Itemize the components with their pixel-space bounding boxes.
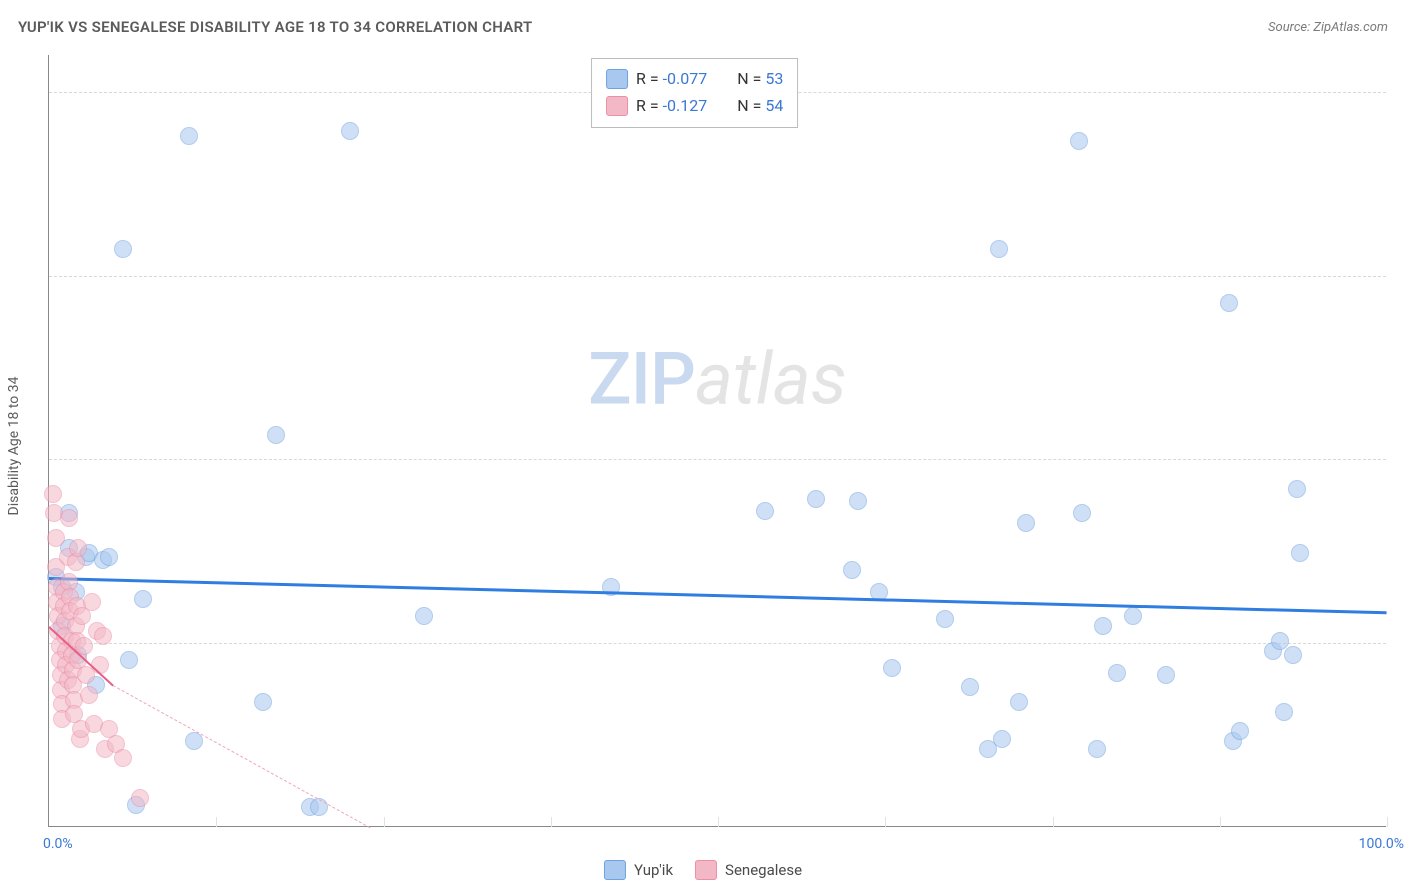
data-point <box>131 789 149 807</box>
x-min-label: 0.0% <box>43 836 73 852</box>
trend-line <box>113 685 370 828</box>
data-point <box>267 426 285 444</box>
data-point <box>1271 632 1289 650</box>
series-legend-item: Yup'ik <box>604 860 673 880</box>
data-point <box>114 749 132 767</box>
x-tick <box>1220 817 1221 827</box>
y-tick-label: 30.0% <box>1390 84 1406 100</box>
watermark-zip: ZIP <box>588 336 695 421</box>
data-point <box>254 693 272 711</box>
y-tick-label: 7.5% <box>1390 635 1406 651</box>
data-point <box>1220 294 1238 312</box>
legend-label: Senegalese <box>725 861 802 879</box>
data-point <box>1291 544 1309 562</box>
data-point <box>120 651 138 669</box>
x-max-label: 100.0% <box>1359 836 1404 852</box>
data-point <box>936 610 954 628</box>
data-point <box>1124 607 1142 625</box>
data-point <box>1231 722 1249 740</box>
correlation-legend: R = -0.077 N = 53 R = -0.127 N = 54 <box>591 58 798 128</box>
trend-line <box>49 577 1387 614</box>
data-point <box>83 593 101 611</box>
chart-title: YUP'IK VS SENEGALESE DISABILITY AGE 18 T… <box>18 18 532 36</box>
legend-r: R = -0.127 <box>636 92 707 119</box>
legend-swatch <box>606 96 628 116</box>
data-point <box>310 798 328 816</box>
gridline-h <box>49 459 1386 460</box>
gridline-h <box>49 643 1386 644</box>
x-tick <box>551 817 552 827</box>
data-point <box>80 686 98 704</box>
data-point <box>1108 664 1126 682</box>
data-point <box>961 678 979 696</box>
data-point <box>47 529 65 547</box>
series-legend: Yup'ik Senegalese <box>604 860 802 880</box>
data-point <box>180 127 198 145</box>
x-tick <box>885 817 886 827</box>
legend-n: N = 53 <box>737 65 783 92</box>
data-point <box>1288 480 1306 498</box>
chart-header: YUP'IK VS SENEGALESE DISABILITY AGE 18 T… <box>18 18 1388 36</box>
data-point <box>990 240 1008 258</box>
data-point <box>1088 740 1106 758</box>
x-tick <box>216 817 217 827</box>
data-point <box>1157 666 1175 684</box>
data-point <box>807 490 825 508</box>
legend-label: Yup'ik <box>634 861 673 879</box>
data-point <box>1070 132 1088 150</box>
data-point <box>69 539 87 557</box>
legend-swatch <box>695 860 717 880</box>
data-point <box>60 509 78 527</box>
legend-n: N = 54 <box>737 92 783 119</box>
legend-r: R = -0.077 <box>636 65 707 92</box>
data-point <box>94 627 112 645</box>
data-point <box>185 732 203 750</box>
data-point <box>883 659 901 677</box>
watermark: ZIPatlas <box>588 336 847 421</box>
legend-swatch <box>606 69 628 89</box>
data-point <box>1017 514 1035 532</box>
x-tick <box>718 817 719 827</box>
data-point <box>843 561 861 579</box>
x-tick <box>384 817 385 827</box>
data-point <box>993 730 1011 748</box>
data-point <box>1284 646 1302 664</box>
data-point <box>341 122 359 140</box>
y-tick-label: 15.0% <box>1390 451 1406 467</box>
data-point <box>1275 703 1293 721</box>
watermark-atlas: atlas <box>695 336 847 421</box>
x-tick <box>1053 817 1054 827</box>
gridline-h <box>49 276 1386 277</box>
legend-row: R = -0.127 N = 54 <box>606 92 783 119</box>
source-label: Source: ZipAtlas.com <box>1268 20 1388 35</box>
series-legend-item: Senegalese <box>695 860 802 880</box>
data-point <box>415 607 433 625</box>
y-tick-label: 22.5% <box>1390 268 1406 284</box>
data-point <box>1094 617 1112 635</box>
data-point <box>100 548 118 566</box>
data-point <box>114 240 132 258</box>
legend-row: R = -0.077 N = 53 <box>606 65 783 92</box>
legend-swatch <box>604 860 626 880</box>
data-point <box>44 485 62 503</box>
data-point <box>849 492 867 510</box>
data-point <box>1010 693 1028 711</box>
data-point <box>134 590 152 608</box>
data-point <box>1073 504 1091 522</box>
x-tick <box>1387 817 1388 827</box>
y-axis-label: Disability Age 18 to 34 <box>6 377 22 516</box>
plot-area: ZIPatlas 7.5%15.0%22.5%30.0%0.0%100.0% <box>48 55 1386 827</box>
data-point <box>756 502 774 520</box>
